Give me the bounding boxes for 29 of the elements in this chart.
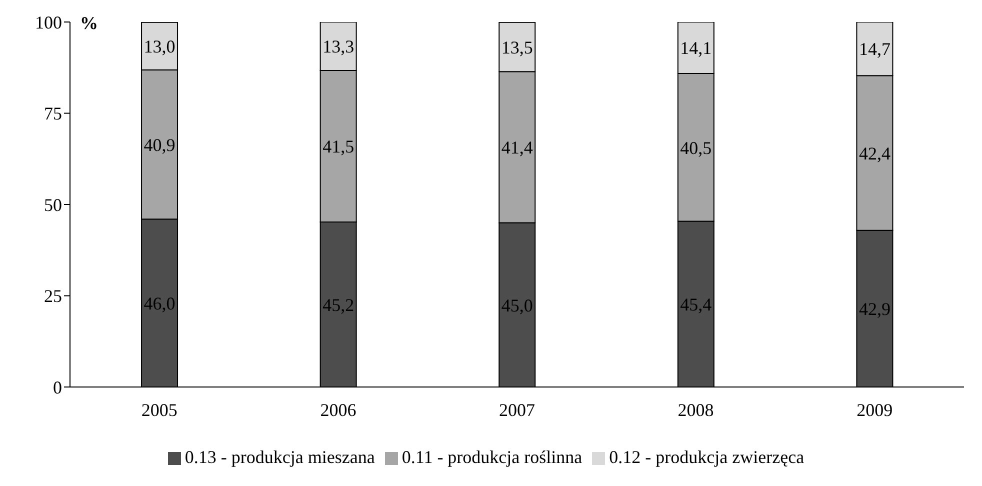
y-tick-label: 75 [44, 104, 62, 124]
y-tick-label: 25 [44, 286, 62, 306]
data-label: 41,4 [501, 138, 533, 158]
data-label: 41,5 [322, 136, 354, 157]
data-label: 42,9 [858, 299, 890, 320]
x-tick-label: 2008 [678, 400, 714, 420]
data-label: 45,4 [680, 294, 712, 315]
data-label: 14,1 [680, 38, 712, 58]
y-tick-label: 100 [35, 12, 62, 32]
x-tick-label: 2007 [499, 400, 535, 420]
x-tick-label: 2006 [320, 400, 356, 420]
data-label: 14,7 [858, 39, 890, 60]
x-tick-label: 2005 [141, 400, 178, 420]
data-label: 45,0 [501, 295, 533, 316]
data-label: 42,4 [858, 143, 890, 164]
data-label: 13,3 [322, 36, 354, 57]
data-label: 13,0 [144, 36, 176, 56]
y-tick-label: 0 [53, 377, 62, 398]
data-label: 40,9 [144, 134, 176, 155]
data-label: 13,5 [501, 37, 533, 58]
data-label: 45,2 [322, 294, 354, 315]
x-tick-label: 2009 [856, 400, 893, 420]
y-axis-title: % [80, 12, 98, 33]
data-label: 40,5 [680, 138, 712, 158]
data-label: 46,0 [144, 293, 176, 314]
legend-label: 0.13 - produkcja mieszana [184, 447, 375, 467]
legend-label: 0.12 - produkcja zwierzęca [609, 447, 804, 467]
legend-label: 0.11 - produkcja roślinna [402, 447, 582, 467]
y-tick-label: 50 [44, 194, 62, 215]
